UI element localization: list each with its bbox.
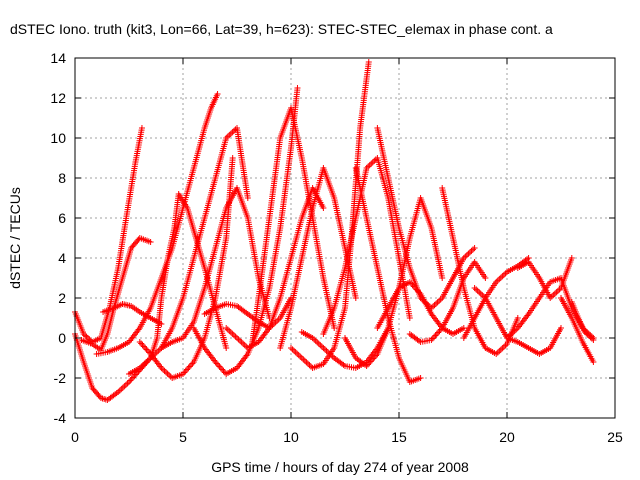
data-point <box>331 325 338 331</box>
series-8 <box>158 125 251 351</box>
data-series <box>72 59 597 403</box>
series-27 <box>514 255 575 301</box>
data-point <box>158 321 165 327</box>
data-point <box>558 325 564 331</box>
series-13 <box>249 105 338 347</box>
series-3 <box>78 235 154 353</box>
data-point <box>568 255 575 261</box>
axis-ticks: 0 5 10 15 20 25 -4 -2 0 2 4 6 8 10 12 14 <box>50 50 623 445</box>
series-19 <box>352 165 424 385</box>
data-point <box>587 334 594 341</box>
y-tick-label: 4 <box>58 250 66 266</box>
data-point <box>147 239 154 245</box>
series-12 <box>223 185 327 351</box>
x-tick-label: 10 <box>283 429 299 445</box>
x-tick-label: 0 <box>71 429 79 445</box>
data-point <box>83 333 90 340</box>
data-point <box>460 325 467 331</box>
y-tick-label: 0 <box>58 330 66 346</box>
y-tick-label: 2 <box>58 290 66 306</box>
data-point <box>84 335 91 341</box>
data-point <box>581 329 588 335</box>
y-tick-label: -2 <box>54 370 67 386</box>
plot-frame <box>74 57 616 419</box>
data-point <box>590 337 597 343</box>
data-point <box>586 333 593 339</box>
data-point <box>320 205 327 211</box>
data-point <box>229 155 236 161</box>
data-point <box>590 359 597 365</box>
data-point <box>583 330 590 337</box>
series-25 <box>471 285 564 357</box>
series-14 <box>277 165 359 351</box>
x-tick-label: 20 <box>499 429 515 445</box>
data-point <box>584 331 591 338</box>
x-tick-label: 5 <box>179 429 187 445</box>
series-23 <box>439 185 521 357</box>
data-point <box>138 125 145 131</box>
series-29 <box>568 299 597 343</box>
y-tick-label: 6 <box>58 210 66 226</box>
data-point <box>294 85 301 91</box>
x-tick-label: 15 <box>391 429 407 445</box>
data-point <box>417 375 424 381</box>
data-point <box>365 59 372 65</box>
series-28 <box>558 295 597 365</box>
data-point <box>588 335 595 342</box>
x-tick-label: 25 <box>607 429 623 445</box>
y-tick-label: 12 <box>50 90 66 106</box>
x-axis-label: GPS time / hours of day 274 of year 2008 <box>211 459 469 475</box>
data-point <box>86 336 93 343</box>
data-point <box>514 315 521 321</box>
data-point <box>214 91 221 97</box>
series-22 <box>406 259 489 345</box>
data-point <box>80 331 87 337</box>
data-point <box>223 345 230 351</box>
data-point <box>406 315 413 321</box>
y-tick-label: 10 <box>50 130 66 146</box>
y-tick-label: -4 <box>54 410 67 426</box>
y-tick-label: 8 <box>58 170 66 186</box>
y-axis-label: dSTEC / TECUs <box>7 187 23 289</box>
y-tick-label: 14 <box>50 50 66 66</box>
data-point <box>471 245 478 251</box>
data-point <box>82 332 89 339</box>
series-20 <box>374 279 467 337</box>
data-point <box>482 275 489 281</box>
data-point <box>352 295 359 301</box>
data-point <box>244 195 251 201</box>
data-point <box>439 275 446 281</box>
chart-title: dSTEC Iono. truth (kit3, Lon=66, Lat=39,… <box>10 21 553 37</box>
